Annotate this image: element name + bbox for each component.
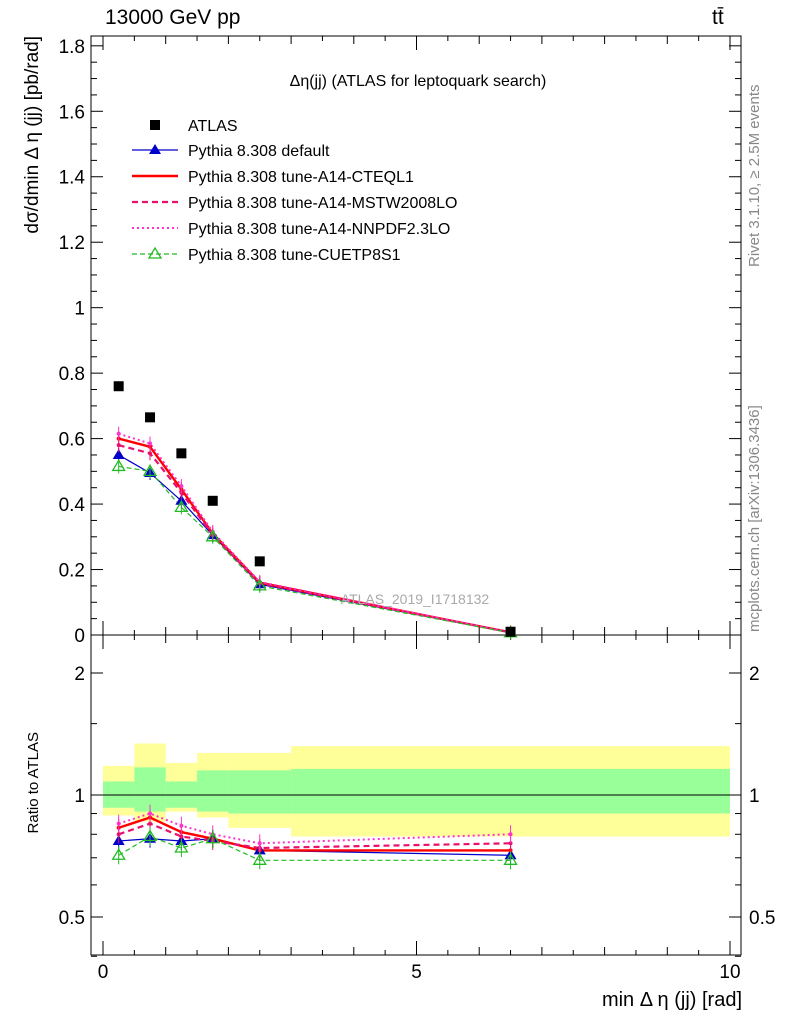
band-inner-3	[197, 770, 229, 812]
band-inner-1	[134, 767, 166, 812]
ratio-point-cuetp	[205, 831, 220, 844]
point-atlas	[145, 412, 156, 423]
series-line-mstw	[118, 444, 511, 634]
y-axis-label: dσ/dmin Δ η (jj) [pb/rad]	[22, 36, 43, 234]
ratio-point-nnpdf	[508, 832, 513, 837]
ratio-line-cuetp	[118, 835, 511, 861]
ratio-point-cuetp	[252, 853, 267, 865]
band-inner-4	[228, 770, 292, 814]
header-final-state-label: tt̄	[712, 6, 724, 29]
point-atlas	[207, 495, 218, 506]
point-mstw	[148, 451, 153, 456]
point-default	[175, 494, 188, 505]
legend-label-cteql1: Pythia 8.308 tune-A14-CTEQL1	[188, 169, 414, 186]
chart-title: Δη(jj) (ATLAS for leptoquark search)	[290, 73, 547, 90]
point-atlas	[254, 556, 265, 567]
data-markers	[111, 381, 518, 870]
point-mstw	[116, 443, 121, 448]
x-axis-label: min Δ η (jj) [rad]	[602, 989, 742, 1011]
ratio-line-cteql1	[118, 816, 511, 852]
point-nnpdf	[148, 441, 153, 446]
ratio-ytick-label-right: 0.5	[749, 908, 775, 929]
axis-text: 0 0.2 0.4 0.6 0.8 1 1.2 1.4 1.6 1.8 0 5 10 0.5 0.5 1 1 2 2…	[22, 36, 775, 1011]
legend: ATLAS Pythia 8.308 default Pythia 8.308 tu…	[132, 118, 457, 264]
ratio-line-mstw	[118, 822, 511, 850]
legend-marker-cuetp	[147, 246, 163, 259]
point-default	[112, 448, 125, 459]
ratio-point-mstw	[179, 834, 184, 839]
point-atlas	[113, 381, 124, 392]
ratio-point-nnpdf	[116, 821, 121, 826]
ratio-ytick-label-left: 2	[74, 664, 85, 685]
band-inner-5	[291, 768, 730, 814]
point-cuetp	[174, 500, 189, 512]
point-cuetp	[111, 459, 126, 472]
legend-label-mstw: Pythia 8.308 tune-A14-MSTW2008LO	[188, 195, 457, 212]
ratio-point-mstw	[148, 821, 153, 826]
main-ytick-label: 1	[74, 299, 85, 320]
legend-marker-default	[149, 144, 161, 154]
ratio-ytick-label-right: 1	[749, 786, 760, 807]
header-process-label: 13000 GeV pp	[105, 6, 241, 29]
point-nnpdf	[116, 431, 121, 436]
ratio-point-mstw	[508, 841, 513, 846]
series-line-cuetp	[118, 465, 511, 634]
main-ytick-label: 0.4	[59, 495, 86, 516]
legend-label-cuetp: Pythia 8.308 tune-CUETP8S1	[188, 247, 401, 264]
ratio-point-nnpdf	[148, 811, 153, 816]
legend-label-atlas: ATLAS	[188, 118, 238, 135]
axes-frames	[90, 35, 742, 957]
watermark-label: ATLAS_2019_I1718132	[341, 591, 490, 607]
ratio-point-cuetp	[142, 829, 158, 842]
main-ytick-label: 0.2	[59, 561, 85, 582]
main-ytick-label: 1.2	[59, 233, 85, 254]
point-atlas	[176, 448, 187, 459]
point-cuetp	[205, 529, 220, 542]
legend-marker-atlas	[150, 120, 160, 130]
legend-label-default: Pythia 8.308 default	[188, 143, 330, 160]
ratio-ytick-label-left: 0.5	[59, 908, 85, 929]
main-ytick-label: 0	[74, 626, 85, 647]
ratio-point-mstw	[116, 832, 121, 837]
ratio-point-cuetp	[174, 840, 189, 853]
point-cuetp	[142, 464, 158, 476]
xtick-label: 5	[411, 962, 422, 983]
ratio-ytick-label-left: 1	[74, 786, 85, 807]
ratio-axis-label: Ratio to ATLAS	[25, 732, 42, 833]
series-lines	[118, 432, 511, 861]
point-nnpdf	[179, 484, 184, 489]
xtick-label: 10	[719, 962, 740, 983]
xtick-label: 0	[98, 962, 109, 983]
ratio-point-cuetp	[503, 853, 518, 865]
ratio-uncertainty-bands	[103, 743, 730, 837]
main-ytick-label: 0.8	[59, 364, 85, 385]
point-cuetp	[252, 578, 267, 591]
main-ytick-label: 0.6	[59, 430, 85, 451]
ratio-ytick-label-right: 2	[749, 664, 760, 685]
point-atlas	[505, 626, 516, 637]
main-ytick-label: 1.4	[59, 168, 86, 189]
legend-label-nnpdf: Pythia 8.308 tune-A14-NNPDF2.3LO	[188, 221, 450, 238]
ratio-point-nnpdf	[257, 841, 262, 846]
main-ytick-label: 1.8	[59, 37, 85, 58]
ratio-point-cuetp	[111, 848, 126, 860]
main-ytick-label: 1.6	[59, 102, 85, 123]
ratio-point-nnpdf	[179, 823, 184, 828]
